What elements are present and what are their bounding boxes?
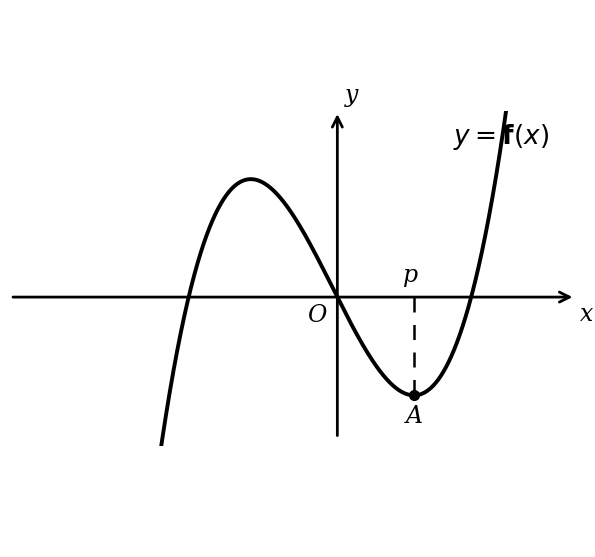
Text: $y = \mathbf{f}(x)$: $y = \mathbf{f}(x)$: [453, 123, 549, 153]
Text: O: O: [307, 304, 326, 327]
Text: x: x: [580, 303, 593, 326]
Text: y: y: [345, 84, 358, 107]
Text: A: A: [405, 405, 422, 428]
Text: p: p: [403, 265, 418, 287]
